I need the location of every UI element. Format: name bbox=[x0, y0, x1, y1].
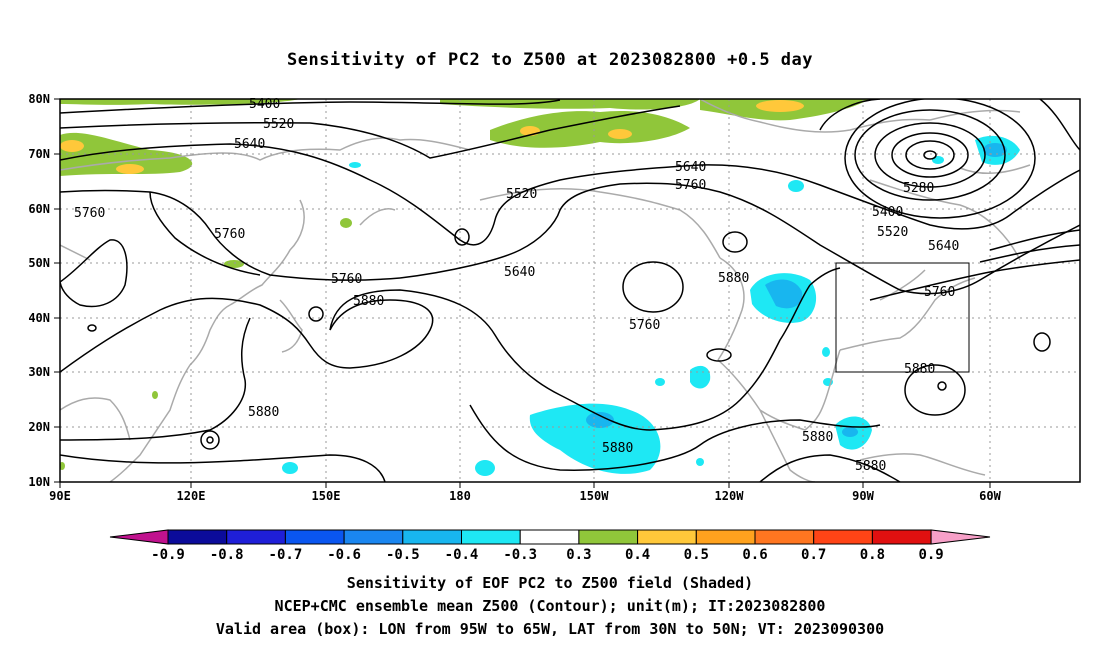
lat-label-30n: 30N bbox=[28, 365, 50, 379]
colorbar-low-arrow bbox=[109, 529, 169, 545]
lon-label-150w: 150W bbox=[580, 489, 610, 503]
colorbar-label: 0.5 bbox=[684, 547, 709, 563]
contour-label-5760-pacific: 5760 bbox=[331, 272, 362, 287]
colorbar-label: -0.3 bbox=[503, 547, 537, 563]
yellow-shading bbox=[60, 100, 804, 174]
lat-label-20n: 20N bbox=[28, 420, 50, 434]
lat-label-40n: 40N bbox=[28, 311, 50, 325]
contour-label-5760-box: 5760 bbox=[924, 285, 955, 300]
contour-label-5400-atlantic: 5400 bbox=[872, 205, 903, 220]
lat-label-80n: 80N bbox=[28, 92, 50, 106]
negative-shading-darker bbox=[586, 143, 1007, 437]
contour-label-5400: 5400 bbox=[249, 97, 280, 112]
contour-label-5640-pacific: 5640 bbox=[504, 265, 535, 280]
lat-label-50n: 50N bbox=[28, 256, 50, 270]
colorbar-label: 0.7 bbox=[801, 547, 826, 563]
lon-label-90w: 90W bbox=[852, 489, 874, 503]
colorbar-segment bbox=[284, 529, 345, 545]
colorbar-segment bbox=[461, 529, 521, 545]
lon-labels: 90E 120E 150E 180 150W 120W 90W 60W bbox=[49, 489, 1001, 503]
colorbar-label: 0.3 bbox=[566, 547, 591, 563]
contour-label-5520: 5520 bbox=[263, 117, 294, 132]
colorbar-label: -0.8 bbox=[210, 547, 244, 563]
colorbar-label: 0.4 bbox=[625, 547, 650, 563]
colorbar-label: 0.9 bbox=[918, 547, 943, 563]
contour-label-5880-caribbean: 5880 bbox=[855, 459, 886, 474]
contour-label-5880-tropical: 5880 bbox=[602, 441, 633, 456]
colorbar-label: -0.6 bbox=[327, 547, 361, 563]
lat-labels: 80N 70N 60N 50N 40N 30N 20N 10N bbox=[28, 92, 50, 489]
colorbar-segment bbox=[578, 529, 639, 545]
contour-label-5880-na: 5880 bbox=[718, 271, 749, 286]
colorbar-segment bbox=[402, 529, 462, 545]
contour-label-5880-atlantic: 5880 bbox=[904, 362, 935, 377]
valid-area-box bbox=[835, 262, 970, 373]
lat-label-70n: 70N bbox=[28, 147, 50, 161]
contour-label-5760-asia: 5760 bbox=[214, 227, 245, 242]
contour-label-5880-gulf: 5880 bbox=[802, 430, 833, 445]
colorbar-segment bbox=[695, 529, 756, 545]
colorbar-segment bbox=[167, 529, 228, 545]
map-title: Sensitivity of PC2 to Z500 at 2023082800… bbox=[286, 50, 813, 70]
contour-label-group: 5400 5520 5640 5520 5640 5760 5760 5760 … bbox=[74, 97, 959, 474]
lon-label-60w: 60W bbox=[979, 489, 1001, 503]
contour-label-5640-pacific-north: 5640 bbox=[675, 160, 706, 175]
contour-label-5640: 5640 bbox=[234, 137, 265, 152]
caption-line-2: NCEP+CMC ensemble mean Z500 (Contour); u… bbox=[274, 597, 826, 615]
lon-label-90e: 90E bbox=[49, 489, 71, 503]
colorbar-segment bbox=[343, 529, 404, 545]
colorbar-segment bbox=[519, 529, 580, 545]
contour-label-5760-pacific-north: 5760 bbox=[675, 178, 706, 193]
contour-label-5280: 5280 bbox=[903, 181, 934, 196]
colorbar-label: -0.5 bbox=[386, 547, 420, 563]
contour-label-5640-atlantic: 5640 bbox=[928, 239, 959, 254]
caption-line-1: Sensitivity of EOF PC2 to Z500 field (Sh… bbox=[346, 574, 754, 592]
axis-ticks bbox=[54, 98, 991, 488]
colorbar-segment bbox=[813, 529, 873, 545]
contour-label-5880-west: 5880 bbox=[248, 405, 279, 420]
contour-label-5760-hawaii: 5760 bbox=[629, 318, 660, 333]
grid-lines bbox=[60, 99, 1080, 482]
colorbar-high-arrow bbox=[930, 529, 991, 545]
contour-label-5520-atlantic: 5520 bbox=[877, 225, 908, 240]
contour-label-5880-pacific: 5880 bbox=[353, 294, 384, 309]
colorbar-label: -0.7 bbox=[269, 547, 303, 563]
lat-label-10n: 10N bbox=[28, 475, 50, 489]
lon-label-120e: 120E bbox=[177, 489, 206, 503]
map-frame bbox=[59, 98, 1081, 483]
contour-label-5760-west: 5760 bbox=[74, 206, 105, 221]
colorbar-label: 0.8 bbox=[860, 547, 885, 563]
z500-contours bbox=[60, 99, 1080, 482]
lon-label-180: 180 bbox=[449, 489, 471, 503]
colorbar-segment bbox=[754, 529, 815, 545]
colorbar: -0.9 -0.8 -0.7 -0.6 -0.5 -0.4 -0.3 0.3 0.4 0.5 0.6… bbox=[109, 529, 991, 563]
colorbar-label: -0.4 bbox=[445, 547, 479, 563]
lat-label-60n: 60N bbox=[28, 202, 50, 216]
colorbar-segment bbox=[226, 529, 286, 545]
colorbar-label: 0.6 bbox=[742, 547, 767, 563]
lon-label-150e: 150E bbox=[312, 489, 341, 503]
contour-label-5520-pacific: 5520 bbox=[506, 187, 537, 202]
caption-line-3: Valid area (box): LON from 95W to 65W, L… bbox=[215, 620, 885, 638]
colorbar-segment bbox=[871, 529, 932, 545]
colorbar-label: -0.9 bbox=[151, 547, 185, 563]
lon-label-120w: 120W bbox=[715, 489, 745, 503]
colorbar-segment bbox=[637, 529, 697, 545]
